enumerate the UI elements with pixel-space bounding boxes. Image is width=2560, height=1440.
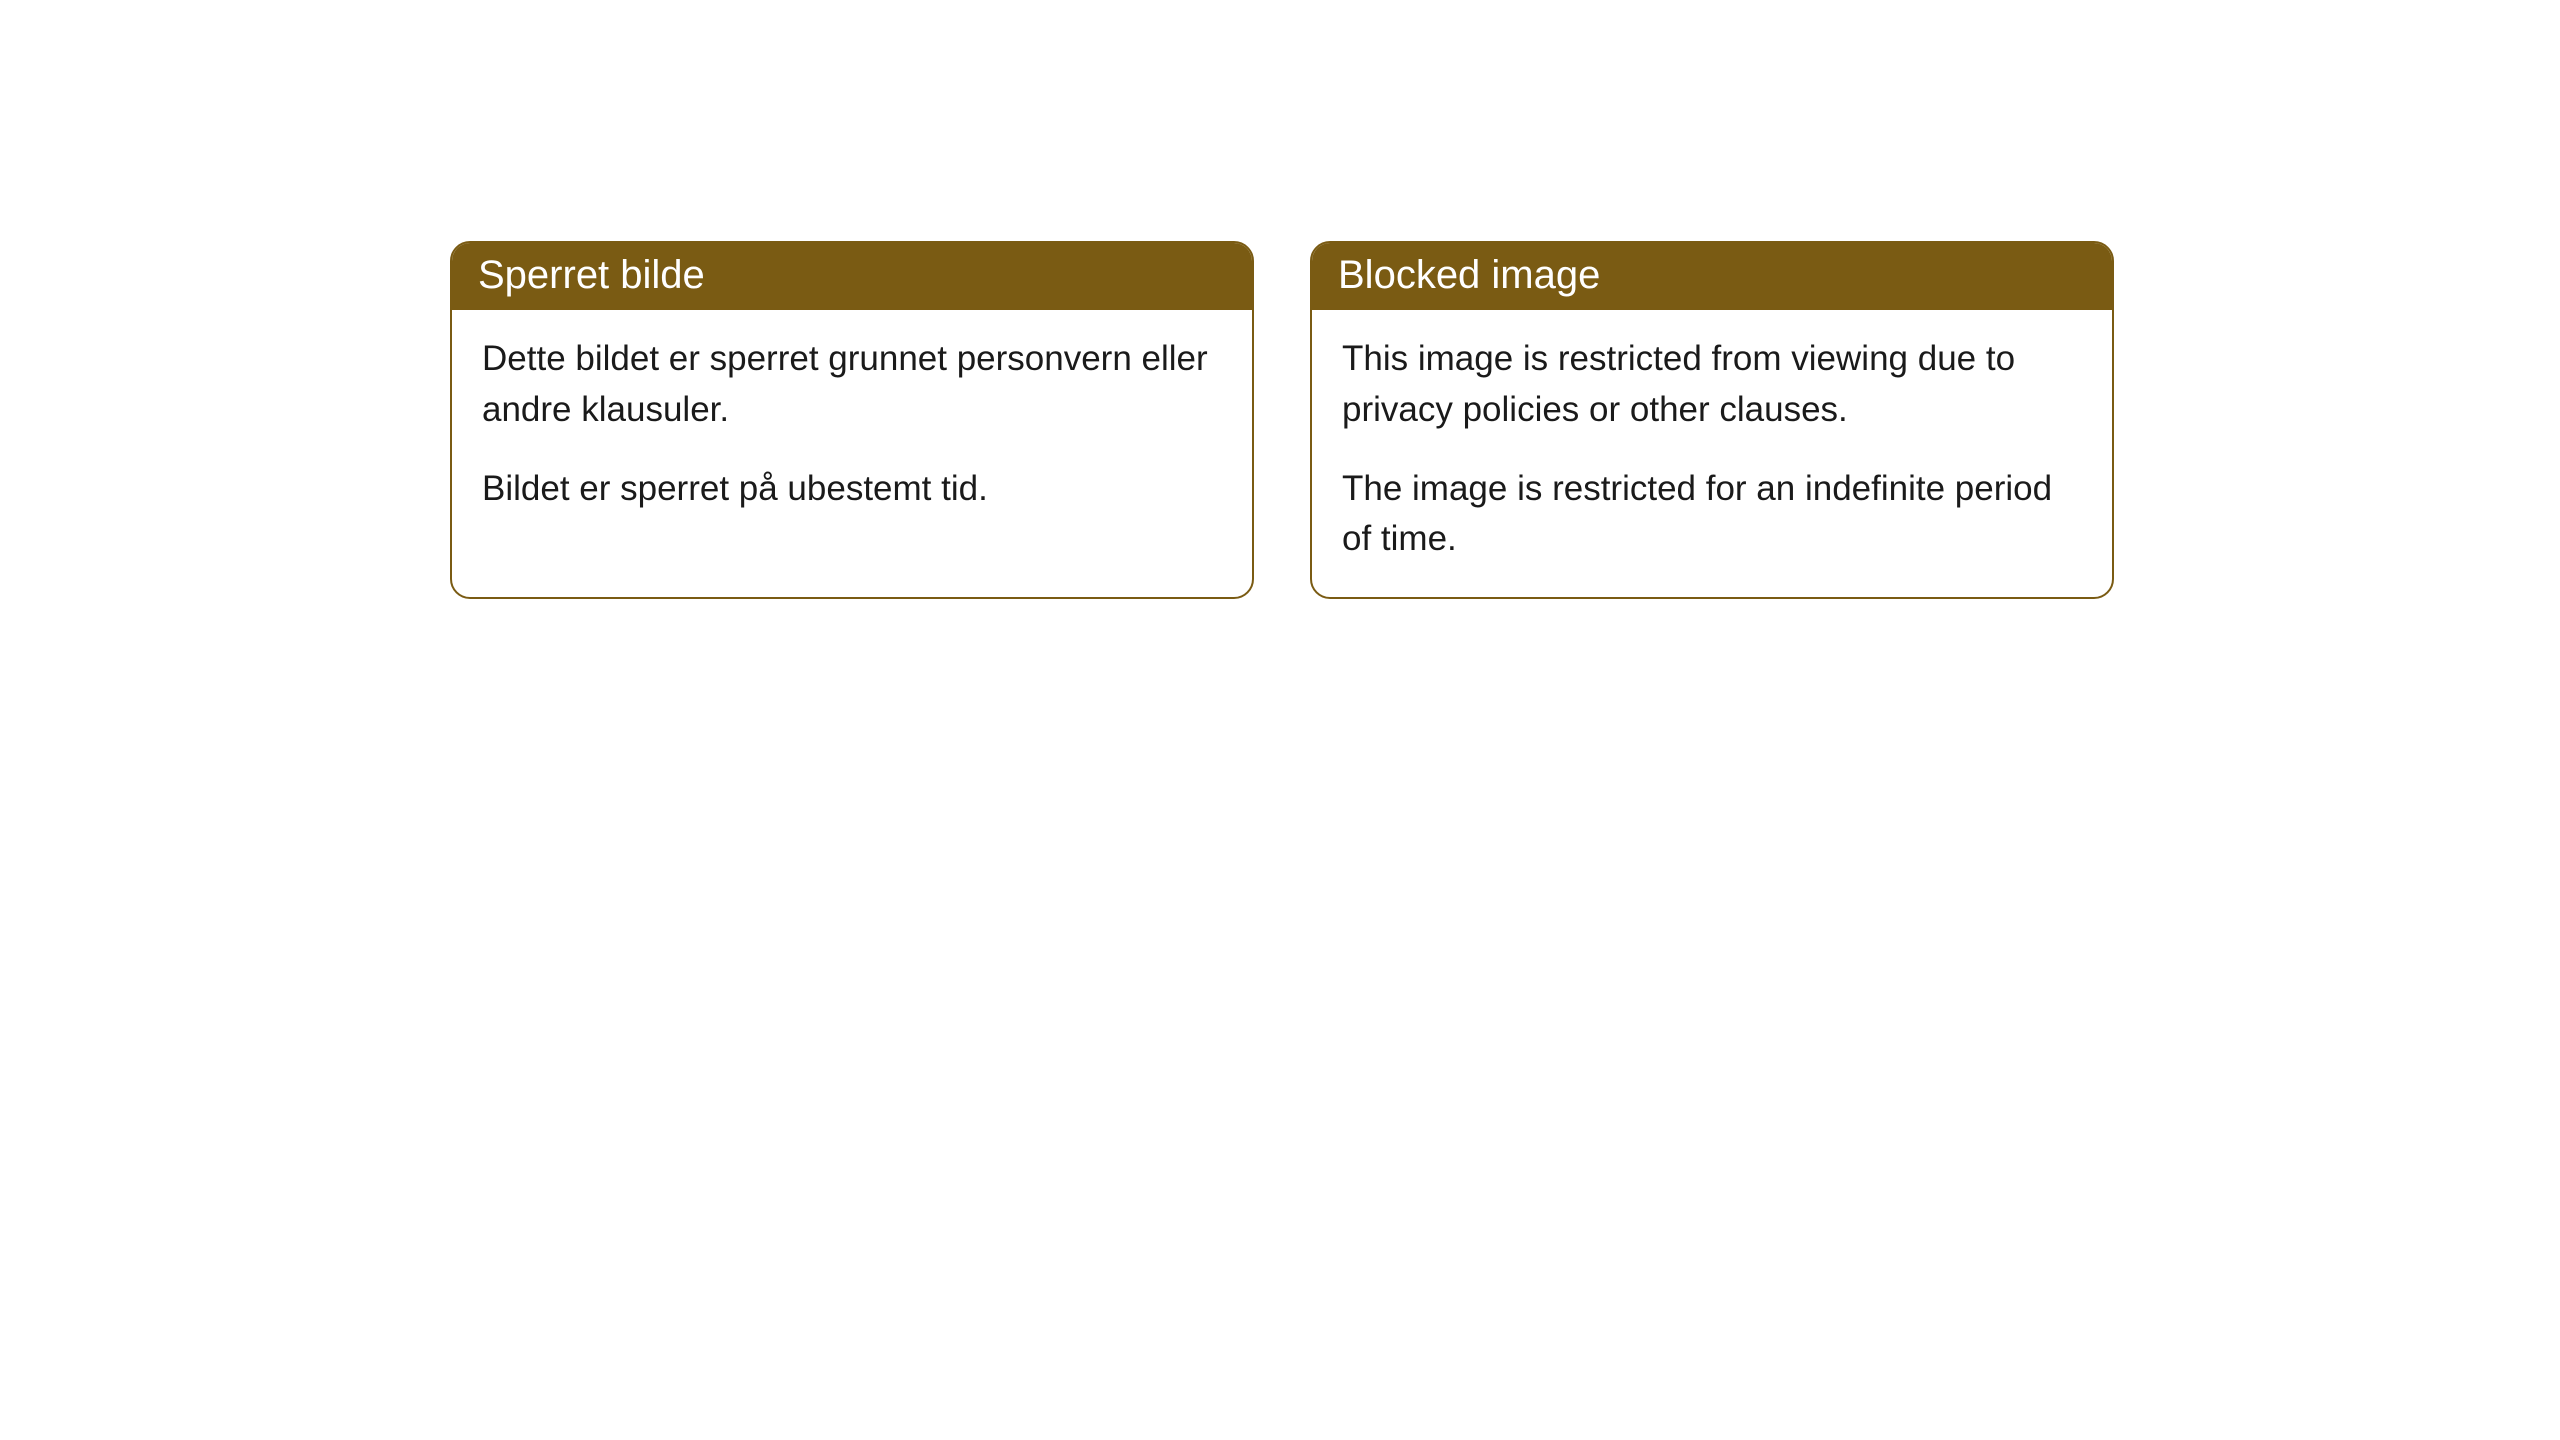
card-title: Blocked image [1338, 253, 1600, 297]
card-header: Blocked image [1312, 243, 2112, 310]
card-body: Dette bildet er sperret grunnet personve… [452, 310, 1252, 546]
card-paragraph: The image is restricted for an indefinit… [1342, 464, 2082, 566]
card-paragraph: Bildet er sperret på ubestemt tid. [482, 464, 1222, 515]
card-header: Sperret bilde [452, 243, 1252, 310]
blocked-image-card-en: Blocked image This image is restricted f… [1310, 241, 2114, 599]
card-paragraph: This image is restricted from viewing du… [1342, 334, 2082, 436]
cards-container: Sperret bilde Dette bildet er sperret gr… [0, 0, 2560, 599]
card-body: This image is restricted from viewing du… [1312, 310, 2112, 597]
card-title: Sperret bilde [478, 253, 705, 297]
card-paragraph: Dette bildet er sperret grunnet personve… [482, 334, 1222, 436]
blocked-image-card-no: Sperret bilde Dette bildet er sperret gr… [450, 241, 1254, 599]
